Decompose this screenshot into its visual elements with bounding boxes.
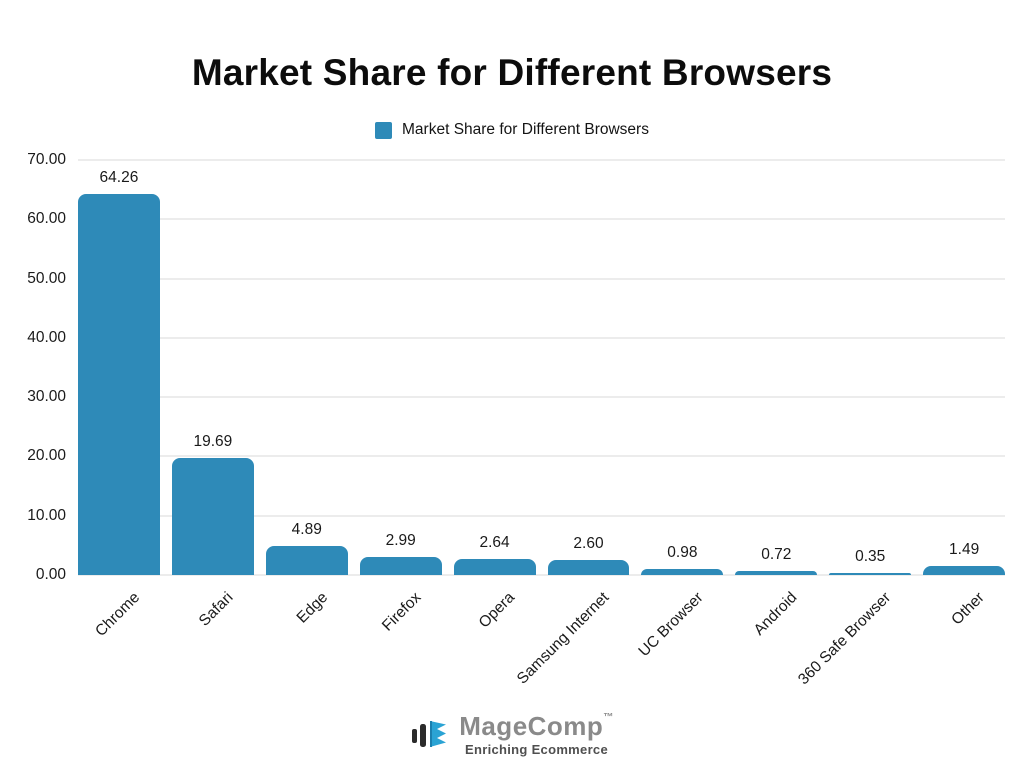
gridline: [78, 574, 1005, 576]
gridline: [78, 277, 1005, 280]
y-axis-tick-label: 0.00: [35, 566, 66, 583]
bar-group-android: 0.72 Android: [735, 160, 818, 639]
legend-swatch: [375, 121, 393, 139]
gridline: [78, 396, 1005, 399]
footer-brand: MageComp™ Enriching Ecommerce: [0, 712, 1024, 757]
gridline: [78, 514, 1005, 517]
bar-value-label: 2.64: [479, 534, 510, 552]
bar: [78, 194, 160, 575]
x-axis-category-label: Android: [750, 589, 801, 639]
bar: [547, 559, 630, 575]
bar-value-label: 2.60: [573, 534, 604, 552]
bar: [735, 570, 818, 575]
bar-group-safari: 19.69 Safari: [171, 160, 254, 630]
bar: [923, 566, 1006, 575]
x-axis-category-label: Opera: [476, 589, 519, 632]
x-axis-category-label: Firefox: [379, 589, 425, 635]
bar-group-edge: 4.89 Edge: [265, 160, 348, 627]
bar: [171, 458, 254, 575]
bar-value-label: 4.89: [291, 521, 322, 539]
legend: Market Share for Different Browsers: [0, 121, 1024, 139]
gridline: [78, 336, 1005, 339]
y-axis-tick-label: 40.00: [27, 328, 66, 346]
brand-tagline: Enriching Ecommerce: [465, 741, 608, 757]
bar-value-label: 0.72: [761, 545, 792, 563]
x-axis-category-label: UC Browser: [635, 589, 707, 661]
bar: [453, 559, 536, 575]
bar-group-uc-browser: 0.98 UC Browser: [635, 160, 724, 660]
y-axis-tick-label: 30.00: [27, 388, 66, 406]
legend-label: Market Share for Different Browsers: [402, 121, 649, 138]
gridline: [78, 218, 1005, 221]
bar: [641, 569, 724, 575]
plot-area: 0.00 10.00 20.00 30.00 40.00 50.00 60.00 70.00 …: [27, 151, 1006, 688]
y-axis-tick-label: 70.00: [27, 151, 66, 168]
magecomp-logo-icon: [412, 721, 447, 748]
bar-value-label: 64.26: [99, 169, 139, 187]
trademark-symbol: ™: [603, 712, 614, 723]
y-axis-tick-label: 50.00: [27, 269, 66, 287]
x-axis-category-label: 360 Safe Browser: [795, 589, 895, 689]
bar-value-label: 0.98: [667, 544, 698, 562]
brand-name: MageComp™: [459, 711, 614, 741]
bar: [829, 572, 912, 575]
bar-value-label: 0.35: [855, 547, 886, 565]
brand-row: MageComp™ Enriching Ecommerce: [410, 712, 614, 757]
bar-group-firefox: 2.99 Firefox: [359, 160, 442, 635]
bar-group-opera: 2.64 Opera: [453, 160, 536, 631]
y-axis-tick-label: 20.00: [27, 447, 66, 465]
x-axis-category-label: Chrome: [91, 589, 143, 641]
y-axis-tick-label: 10.00: [27, 506, 66, 524]
bar-value-label: 2.99: [385, 532, 416, 550]
bar-group-chrome: 64.26 Chrome: [78, 160, 160, 640]
bar: [265, 546, 348, 575]
gridline: [78, 159, 1005, 161]
brand-text: MageComp™ Enriching Ecommerce: [459, 712, 614, 757]
bar-value-label: 19.69: [193, 433, 233, 451]
gridline: [78, 455, 1005, 458]
bar: [359, 557, 442, 575]
x-axis-category-label: Safari: [196, 589, 237, 630]
x-axis-category-label: Samsung Internet: [513, 589, 613, 688]
x-axis-category-label: Other: [948, 589, 989, 629]
x-axis-category-label: Edge: [293, 589, 331, 627]
bar-value-label: 1.49: [949, 541, 980, 559]
bar-group-other: 1.49 Other: [923, 160, 1006, 628]
bar-group-360-safe-browser: 0.35 360 Safe Browser: [795, 160, 912, 688]
chart-title: Market Share for Different Browsers: [191, 52, 833, 93]
bar-series: 64.26 Chrome 19.69 Safari 4.89 Edge 2.99 Firefo…: [78, 160, 1006, 688]
y-axis-tick-label: 60.00: [27, 210, 66, 228]
bar-group-samsung-internet: 2.60 Samsung Internet: [514, 160, 630, 688]
